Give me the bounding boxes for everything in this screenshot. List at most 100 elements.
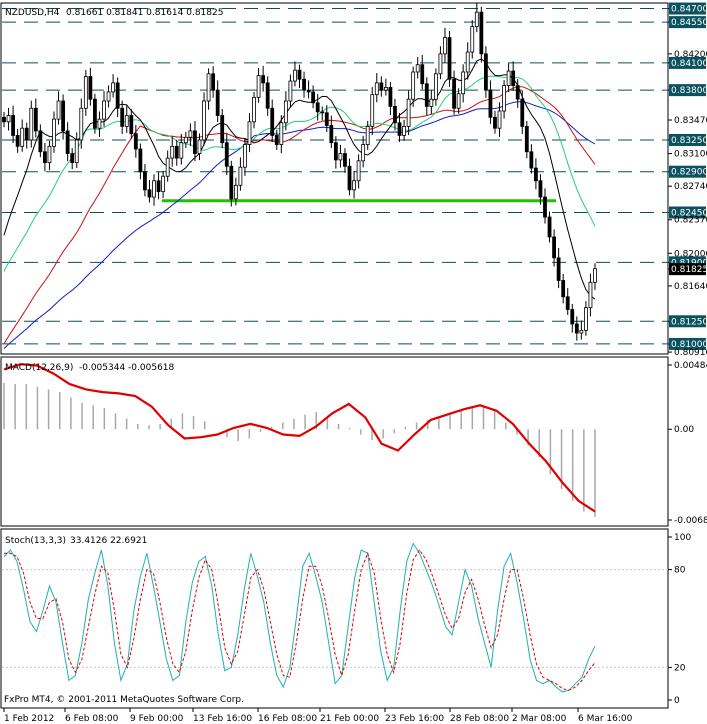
candle-body bbox=[402, 125, 406, 136]
candle-body bbox=[161, 175, 166, 193]
candle-body bbox=[297, 69, 302, 80]
candle-body bbox=[133, 133, 138, 150]
candle-body bbox=[515, 85, 520, 100]
candle-body bbox=[256, 75, 261, 98]
candle-body bbox=[79, 107, 84, 141]
macd-tick-label: 0.00 bbox=[674, 425, 694, 435]
candle-body bbox=[188, 130, 193, 138]
candle-body bbox=[152, 180, 156, 198]
candle-body bbox=[343, 153, 347, 167]
sma-fast-line bbox=[3, 58, 596, 300]
candle-body bbox=[206, 73, 211, 102]
price-tag-bg bbox=[669, 133, 706, 146]
candle-body bbox=[56, 100, 61, 120]
candle-body bbox=[288, 80, 293, 102]
candle-body bbox=[47, 145, 52, 164]
candle-body bbox=[570, 309, 575, 325]
candle-body bbox=[506, 70, 511, 86]
candle-body bbox=[556, 257, 561, 281]
candle-body bbox=[497, 110, 502, 129]
sma-mid-line bbox=[3, 75, 596, 272]
time-tick-label: 13 Feb 16:00 bbox=[193, 714, 252, 724]
candle-body bbox=[129, 115, 134, 135]
macd-tick-label: 0.00484 bbox=[674, 361, 707, 371]
price-tag-label: 0.82450 bbox=[671, 208, 707, 218]
stoch-pane-frame bbox=[0, 528, 669, 709]
candle-body bbox=[2, 116, 6, 123]
candle-body bbox=[429, 98, 434, 107]
candle-body bbox=[215, 89, 220, 116]
candle-body bbox=[11, 115, 15, 136]
candle-body bbox=[588, 281, 593, 309]
candle-body bbox=[183, 136, 188, 144]
candle-body bbox=[29, 107, 34, 141]
candle-body bbox=[83, 76, 88, 109]
candle-body bbox=[238, 166, 243, 186]
time-axis: 1 Feb 2012 6 Feb 08:00 9 Feb 00:00 13 Feb 1… bbox=[3, 708, 633, 724]
candle-body bbox=[211, 73, 216, 91]
macd-indicator: 0.00484 0.00 -0.00684 bbox=[3, 361, 707, 526]
candle-body bbox=[33, 107, 38, 132]
time-tick-label: 28 Feb 08:00 bbox=[450, 714, 509, 724]
stoch-main-line bbox=[3, 542, 596, 693]
price-tag-label: 0.83250 bbox=[671, 136, 707, 146]
price-tag-label: 0.81825 bbox=[671, 265, 707, 275]
candle-body bbox=[143, 171, 147, 191]
candle-body bbox=[20, 127, 25, 147]
price-tag-bg bbox=[669, 337, 706, 350]
candle-body bbox=[584, 307, 588, 331]
candle-body bbox=[88, 76, 93, 100]
candle-body bbox=[43, 151, 47, 164]
candle-body bbox=[379, 82, 384, 91]
time-tick-label: 23 Feb 16:00 bbox=[385, 714, 444, 724]
candle-body bbox=[265, 82, 270, 109]
candle-body bbox=[224, 142, 229, 167]
candle-body bbox=[120, 107, 125, 127]
price-tag-label: 0.84700 bbox=[671, 5, 707, 15]
candle-body bbox=[447, 37, 452, 80]
sma-long-line bbox=[3, 101, 596, 349]
candle-body bbox=[93, 98, 97, 129]
candle-body bbox=[365, 125, 370, 145]
candle-body bbox=[252, 96, 256, 123]
candle-body bbox=[493, 116, 497, 129]
candle-body bbox=[488, 89, 493, 118]
price-axis: 0.84700 0.84550 0.842000.84100 0.83800 0.834… bbox=[668, 2, 707, 358]
candle-body bbox=[479, 11, 484, 55]
candle-body bbox=[374, 82, 379, 96]
price-tag-bg bbox=[669, 56, 706, 69]
price-tag-bg bbox=[669, 263, 706, 276]
moving-average-lines bbox=[3, 58, 596, 349]
candle-body bbox=[52, 118, 56, 147]
candle-body bbox=[102, 100, 106, 120]
price-tag-label: 0.81250 bbox=[671, 317, 707, 327]
candle-body bbox=[520, 98, 525, 127]
candle-body bbox=[561, 280, 566, 298]
macd-pane-frame bbox=[0, 356, 669, 527]
candle-body bbox=[15, 135, 20, 147]
candle-body bbox=[593, 268, 597, 283]
price-tag-bg bbox=[669, 16, 706, 29]
price-tag-label: 0.84100 bbox=[671, 59, 707, 69]
candle-body bbox=[147, 189, 152, 198]
candle-body bbox=[352, 180, 356, 191]
candle-body bbox=[534, 167, 538, 182]
macd-values: -0.005344 -0.005618 bbox=[79, 363, 175, 373]
candle-body bbox=[356, 160, 361, 182]
candle-body bbox=[306, 89, 311, 93]
candle-body bbox=[574, 323, 579, 334]
candle-body bbox=[443, 37, 447, 55]
candle-body bbox=[111, 82, 116, 93]
candle-body bbox=[524, 125, 529, 153]
price-tag-label: 0.82900 bbox=[671, 168, 707, 178]
candle-body bbox=[333, 142, 338, 161]
candle-body bbox=[261, 75, 266, 84]
candle-body bbox=[202, 100, 206, 141]
candle-body bbox=[461, 71, 466, 95]
candle-body bbox=[347, 165, 352, 191]
candle-body bbox=[502, 85, 506, 112]
copyright-text: FxPro MT4, © 2001-2011 MetaQuotes Softwa… bbox=[4, 695, 244, 705]
price-tag-bg bbox=[669, 315, 706, 328]
